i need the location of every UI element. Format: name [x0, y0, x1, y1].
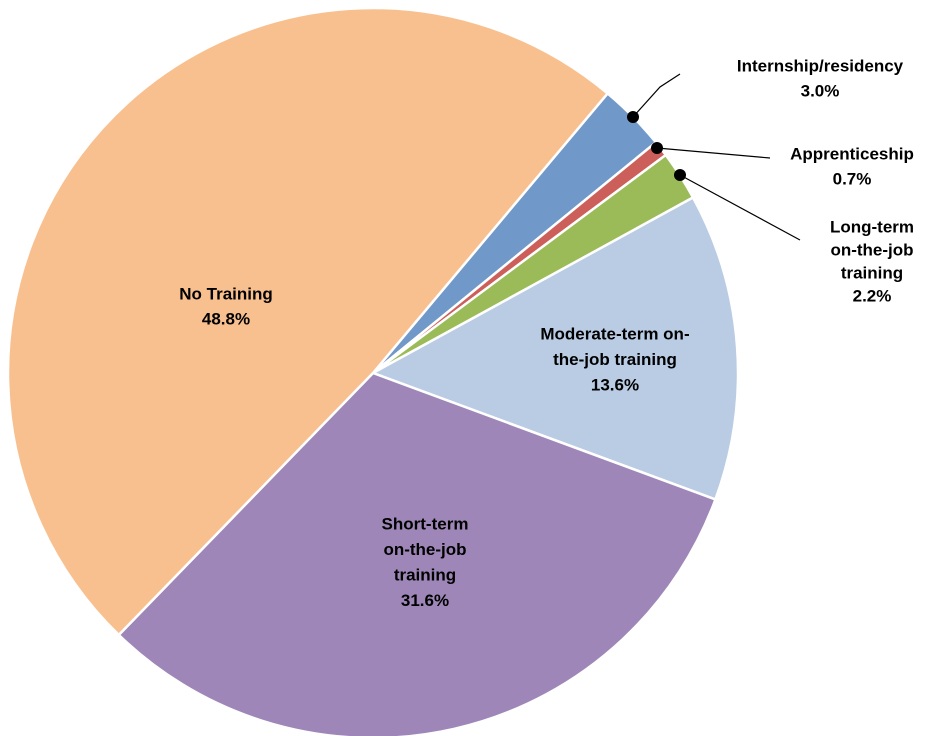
- slice-label: training: [841, 263, 903, 282]
- slice-label: No Training: [179, 284, 273, 303]
- pie-slice: [6, 6, 610, 637]
- slice-label: Apprenticeship: [790, 144, 914, 163]
- value-label: 2.2%: [853, 286, 892, 305]
- slice-label: Internship/residency: [737, 56, 904, 75]
- pie-slice: [117, 371, 718, 736]
- leader-dot: [627, 111, 639, 123]
- value-label: 13.6%: [591, 375, 639, 394]
- value-label: 31.6%: [401, 591, 449, 610]
- slice-label: Long-term: [830, 217, 914, 236]
- slice-label: the-job training: [553, 350, 677, 369]
- pie-slice: [369, 195, 740, 502]
- value-label: 48.8%: [202, 309, 250, 328]
- leader-line: [679, 174, 801, 241]
- slice-label: on-the-job: [383, 540, 466, 559]
- leader-line: [656, 147, 771, 159]
- value-label: 0.7%: [833, 169, 872, 188]
- value-label: 3.0%: [801, 81, 840, 100]
- leader-dot: [651, 142, 663, 154]
- slice-label: Moderate-term on-: [540, 324, 689, 343]
- leader-line: [632, 73, 681, 118]
- slice-label: on-the-job: [830, 240, 913, 259]
- leader-dot: [674, 169, 686, 181]
- slice-label: training: [394, 565, 456, 584]
- slice-label: Short-term: [382, 514, 469, 533]
